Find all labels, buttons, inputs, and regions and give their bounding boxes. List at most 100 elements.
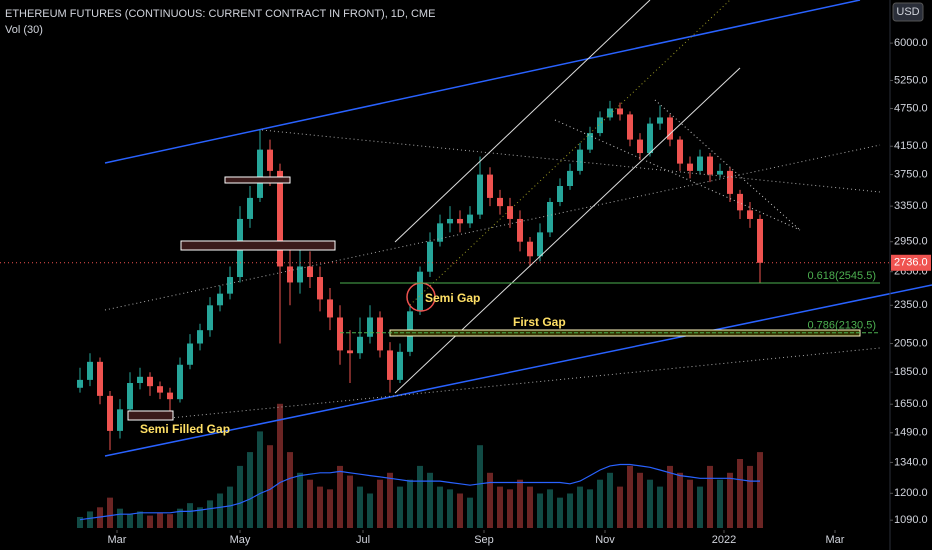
volume-bar: [597, 479, 603, 528]
volume-bar: [77, 516, 83, 528]
candle-body: [217, 293, 223, 306]
candle-body: [467, 214, 473, 224]
currency-label[interactable]: USD: [896, 6, 919, 18]
volume-bar: [577, 486, 583, 528]
volume-bar: [457, 493, 463, 528]
volume-bar: [427, 472, 433, 528]
volume-bar: [177, 508, 183, 528]
y-tick-label: 2050.0: [894, 337, 928, 349]
fib-label: 0.786(2130.5): [808, 320, 877, 332]
volume-bar: [117, 508, 123, 528]
trend-line: [104, 0, 861, 164]
plot: [77, 100, 763, 528]
volume-legend: Vol (30): [5, 24, 43, 36]
volume-bar: [407, 479, 413, 528]
volume-bar: [707, 465, 713, 528]
volume-bar: [367, 493, 373, 528]
volume-bar: [157, 512, 163, 528]
candle-body: [567, 170, 573, 187]
volume-bar: [447, 489, 453, 528]
candle-body: [597, 117, 603, 134]
candle-body: [587, 133, 593, 150]
candle-body: [337, 317, 343, 351]
volume-bar: [437, 486, 443, 528]
volume-bar: [107, 497, 113, 528]
candle-body: [287, 266, 293, 283]
candle-body: [187, 343, 193, 365]
volume-bar: [687, 479, 693, 528]
volume-bar: [697, 486, 703, 528]
candle-body: [77, 379, 83, 388]
volume-bar: [237, 465, 243, 528]
volume-bar: [617, 486, 623, 528]
volume-bar: [677, 472, 683, 528]
volume-bar: [167, 514, 173, 528]
volume-bar: [517, 479, 523, 528]
candle-body: [757, 218, 763, 263]
candle-body: [277, 170, 283, 267]
candle-body: [87, 361, 93, 380]
candle-body: [527, 241, 533, 257]
candle-body: [137, 376, 143, 384]
annotation: Semi Gap: [425, 291, 480, 305]
candle-body: [657, 117, 663, 124]
volume-bar: [277, 403, 283, 528]
candle-body: [577, 149, 583, 171]
volume-bar: [607, 472, 613, 528]
volume-bar: [127, 514, 133, 528]
candle-body: [687, 163, 693, 171]
y-tick-label: 1200.0: [894, 487, 928, 499]
candle-body: [227, 277, 233, 294]
candle-body: [617, 108, 623, 115]
volume-bar: [737, 459, 743, 528]
y-tick-label: 1490.0: [894, 427, 928, 439]
channel-line: [394, 0, 651, 243]
candle-body: [357, 336, 363, 354]
volume-bar: [507, 489, 513, 528]
y-tick-label: 5250.0: [894, 74, 928, 86]
trend-line: [104, 144, 881, 311]
trend-line: [169, 347, 881, 419]
candle-body: [487, 174, 493, 198]
trend-line: [554, 119, 801, 231]
volume-bar: [357, 486, 363, 528]
volume-bar: [717, 479, 723, 528]
volume-bar: [87, 511, 93, 528]
y-tick-label: 3350.0: [894, 200, 928, 212]
channel-line: [394, 67, 741, 394]
currency-badge[interactable]: [892, 2, 924, 22]
volume-bar: [227, 486, 233, 528]
channel-mid: [409, 0, 731, 306]
volume-bar: [337, 465, 343, 528]
volume-bar: [257, 431, 263, 528]
candle-body: [397, 351, 403, 380]
candle-body: [507, 206, 513, 219]
volume-bar: [587, 489, 593, 528]
x-tick-label: Mar: [826, 534, 845, 546]
volume-ma: [79, 463, 760, 521]
volume-bar: [637, 472, 643, 528]
candle-body: [537, 232, 543, 257]
candle-body: [727, 170, 733, 194]
candle-body: [267, 149, 273, 171]
candle-body: [127, 383, 133, 410]
candle-body: [207, 305, 213, 331]
y-tick-label: 4150.0: [894, 140, 928, 152]
volume-bar: [487, 472, 493, 528]
volume-bar: [647, 479, 653, 528]
candle-body: [557, 186, 563, 202]
candle-body: [547, 201, 553, 233]
candle-body: [747, 210, 753, 219]
candle-body: [167, 392, 173, 400]
volume-bar: [187, 503, 193, 528]
candle-body: [177, 364, 183, 400]
volume-bar: [627, 465, 633, 528]
y-tick-label: 2350.0: [894, 299, 928, 311]
volume-bar: [467, 497, 473, 528]
volume-bar: [147, 515, 153, 528]
candle-body: [627, 114, 633, 140]
x-tick-label: Sep: [474, 534, 494, 546]
volume-bar: [727, 472, 733, 528]
candle-body: [717, 170, 723, 175]
candle-body: [447, 218, 453, 224]
